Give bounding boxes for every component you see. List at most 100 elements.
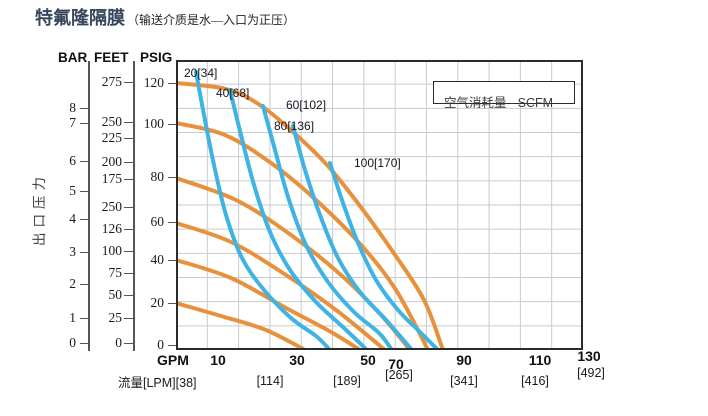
feet-tick-mark (124, 251, 133, 253)
bar-tick-mark (80, 123, 88, 125)
bar-tick-mark (80, 318, 88, 320)
psig-tick-mark (168, 303, 176, 305)
psig-tick-label: 0 (157, 337, 164, 352)
x-tick-label: 110 (528, 352, 552, 368)
x-tick-label: 30 (289, 352, 305, 368)
psig-tick-mark (168, 177, 176, 179)
air-consumption-40scfm-label: 40[68] (216, 86, 250, 100)
x-tick-label: [492] (577, 366, 605, 380)
x-tick-label: [416] (521, 374, 549, 388)
psig-tick-mark (168, 83, 176, 85)
feet-scale-line (133, 61, 135, 351)
bar-tick-label: 8 (69, 100, 76, 115)
air-consumption-100scfm-label: 100[170] (354, 156, 401, 170)
feet-tick-mark (124, 122, 133, 124)
feet-axis-header: FEET (94, 50, 129, 65)
x-tick-label: GPM (157, 352, 189, 368)
discharge-pressure-40psig-curve (176, 258, 362, 350)
feet-tick-label: 200 (101, 154, 122, 169)
feet-tick-label: 175 (101, 171, 122, 186)
legend-box (433, 81, 575, 104)
feet-tick-label: 275 (101, 74, 122, 89)
feet-tick-mark (124, 179, 133, 181)
bar-tick-label: 6 (69, 153, 76, 168)
psig-tick-mark (168, 222, 176, 224)
bar-tick-label: 7 (69, 115, 76, 130)
psig-tick-label: 60 (150, 214, 165, 229)
y-axis-title: 出口压力 (32, 172, 47, 246)
bar-tick-mark (80, 108, 88, 110)
bar-tick-label: 2 (69, 276, 76, 291)
feet-tick-label: 126 (101, 221, 122, 236)
feet-tick-label: 250 (101, 199, 122, 214)
bar-tick-mark (80, 219, 88, 221)
x-tick-label: [189] (333, 374, 361, 388)
x-tick-label: [114] (256, 374, 284, 388)
bar-tick-label: 4 (69, 211, 76, 226)
feet-tick-mark (124, 318, 133, 320)
bar-scale-line (88, 61, 90, 351)
psig-tick-label: 100 (143, 116, 164, 131)
discharge-pressure-120psig-curve (176, 81, 445, 350)
x-tick-label: [341] (450, 374, 478, 388)
air-consumption-60scfm-curve (261, 104, 394, 350)
feet-tick-label: 50 (108, 287, 123, 302)
bar-axis-header: BAR (58, 50, 88, 65)
plot-border (176, 60, 583, 350)
psig-tick-mark (168, 260, 176, 262)
feet-tick-mark (124, 295, 133, 297)
bar-tick-mark (80, 284, 88, 286)
bar-tick-label: 0 (69, 335, 76, 350)
feet-tick-label: 100 (101, 243, 122, 258)
x-tick-label: 流量[LPM][38] (118, 376, 197, 390)
discharge-pressure-60psig-curve (176, 221, 387, 350)
feet-tick-mark (124, 229, 133, 231)
air-consumption-20scfm-label: 20[34] (184, 66, 218, 80)
psig-tick-label: 120 (143, 75, 164, 90)
legend-label: 空气消耗量 - SCFM (444, 96, 554, 110)
discharge-pressure-20psig-curve (176, 301, 307, 350)
psig-axis-header: PSIG (140, 50, 173, 65)
air-consumption-60scfm-label: 60[102] (286, 98, 327, 112)
bar-tick-label: 5 (69, 183, 76, 198)
bar-tick-mark (80, 343, 88, 345)
feet-tick-label: 250 (101, 114, 122, 129)
bar-tick-label: 3 (69, 244, 76, 259)
psig-tick-mark (168, 345, 176, 347)
bar-tick-mark (80, 161, 88, 163)
feet-tick-label: 0 (115, 335, 122, 350)
x-tick-label: 90 (456, 352, 472, 368)
air-consumption-100scfm-curve (328, 161, 440, 350)
bar-tick-label: 1 (69, 310, 76, 325)
page-title: 特氟隆隔膜 (35, 8, 125, 28)
feet-tick-mark (124, 162, 133, 164)
x-tick-label: 10 (210, 352, 226, 368)
bar-tick-mark (80, 191, 88, 193)
feet-tick-mark (124, 273, 133, 275)
feet-tick-mark (124, 343, 133, 345)
feet-tick-label: 25 (108, 310, 123, 325)
psig-tick-label: 40 (150, 252, 165, 267)
air-consumption-40scfm-curve (228, 88, 369, 350)
feet-tick-label: 75 (108, 265, 123, 280)
feet-tick-mark (124, 207, 133, 209)
psig-tick-label: 80 (150, 169, 165, 184)
air-consumption-80scfm-curve (291, 124, 414, 350)
x-tick-label: 130 (577, 348, 601, 364)
air-consumption-80scfm-label: 80[136] (274, 119, 315, 133)
feet-tick-mark (124, 138, 133, 140)
air-consumption-20scfm-curve (194, 70, 332, 350)
plot-area (176, 60, 583, 350)
psig-tick-mark (168, 124, 176, 126)
x-tick-label: [265] (385, 368, 413, 382)
psig-tick-label: 20 (150, 295, 165, 310)
page-subtitle: （输送介质是水—入口为正压） (127, 13, 296, 27)
x-tick-label: 70 (388, 356, 404, 372)
curves-svg (176, 60, 583, 350)
x-tick-label: 50 (360, 352, 376, 368)
title-row: 特氟隆隔膜 （输送介质是水—入口为正压） (35, 4, 295, 30)
feet-tick-label: 225 (101, 130, 122, 145)
feet-tick-mark (124, 82, 133, 84)
bar-tick-mark (80, 252, 88, 254)
